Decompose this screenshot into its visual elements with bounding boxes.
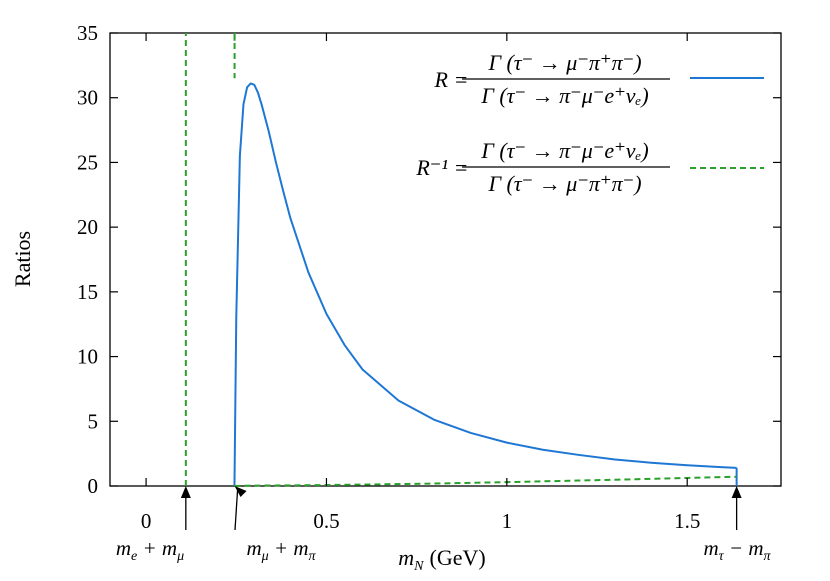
x-tick-label: 1.5	[674, 509, 700, 533]
annotation-label: mμ + mπ	[246, 536, 316, 564]
y-tick-label: 15	[77, 280, 98, 304]
x-axis-title-var: m	[398, 545, 414, 570]
annotation-label: me + mμ	[116, 536, 184, 564]
legend-entry-rinv: R⁻¹ = Γ (τ⁻ → π⁻μ⁻e⁺νₑ) Γ (τ⁻ → μ⁻π⁺π⁻)	[415, 138, 764, 196]
y-tick-label: 10	[77, 345, 98, 369]
legend-entry-r: R = Γ (τ⁻ → μ⁻π⁺π⁻) Γ (τ⁻ → π⁻μ⁻e⁺νₑ)	[434, 50, 764, 108]
y-tick-label: 5	[88, 409, 99, 433]
series-rinv-line	[234, 475, 737, 487]
y-axis-title: Ratios	[10, 231, 35, 287]
y-tick-label: 20	[77, 215, 98, 239]
legend-rinv-lhs: R⁻¹	[415, 155, 448, 180]
plot-frame	[109, 32, 782, 487]
legend-rinv-denominator: Γ (τ⁻ → μ⁻π⁺π⁻)	[487, 171, 641, 196]
x-tick-label: 0.5	[313, 509, 339, 533]
y-tick-label: 35	[77, 21, 98, 45]
legend-rinv-numerator: Γ (τ⁻ → π⁻μ⁻e⁺νₑ)	[480, 138, 648, 163]
legend-r-denominator: Γ (τ⁻ → π⁻μ⁻e⁺νₑ)	[480, 83, 648, 108]
x-axis-title: mN (GeV)	[398, 545, 485, 574]
y-tick-label: 25	[77, 150, 98, 174]
x-axis-title-unit: (GeV)	[430, 545, 486, 570]
annotation-arrowhead	[180, 486, 191, 498]
y-tick-label: 30	[77, 86, 98, 110]
legend-rinv-equals: =	[455, 155, 467, 180]
legend-r-equals: =	[455, 67, 467, 92]
x-tick-label: 1	[502, 509, 513, 533]
annotation-layer: me + mμ mμ + mπ mτ − mπ	[116, 486, 772, 564]
annotation-arrowhead	[731, 486, 742, 498]
x-tick-label: 0	[141, 509, 152, 533]
annotation-label: mτ − mπ	[703, 536, 771, 564]
plot-area-border	[109, 32, 782, 487]
series-r-line	[233, 82, 737, 487]
ticks-layer: 0 0.5 1 1.5 0 5 10 15 20 25 30 35	[77, 21, 781, 533]
y-tick-label: 0	[88, 474, 99, 498]
legend-r-lhs: R	[434, 67, 449, 92]
series-layer	[184, 33, 738, 487]
x-axis-title-sub: N	[413, 559, 424, 574]
annotation-arrowhead	[234, 486, 247, 497]
annotation-arrow	[234, 489, 239, 531]
legend-r-numerator: Γ (τ⁻ → μ⁻π⁺π⁻)	[487, 50, 641, 75]
